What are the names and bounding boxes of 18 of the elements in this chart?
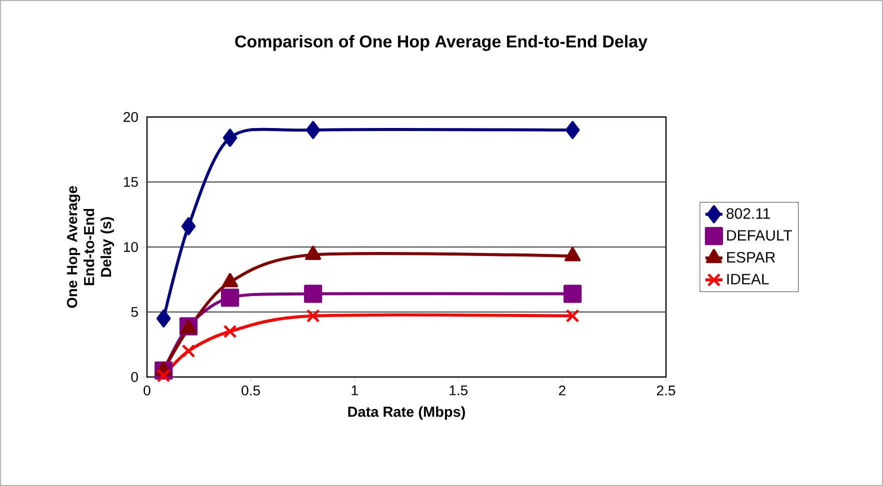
y-axis-title: One Hop Average End-to-End Delay (s) — [66, 186, 114, 308]
y-tick-label: 5 — [131, 307, 138, 317]
chart-title: Comparison of One Hop Average End-to-End Delay — [235, 35, 648, 51]
legend-label: ESPAR — [727, 252, 775, 263]
y-tick-label: 0 — [131, 372, 138, 382]
x-tick-label: 1.5 — [450, 386, 468, 396]
legend-label: DEFAULT — [727, 230, 792, 241]
y-tick-label: 20 — [124, 112, 138, 122]
x-tick-label: 2 — [559, 386, 566, 396]
y-tick-label: 10 — [124, 242, 138, 252]
x-axis-title: Data Rate (Mbps) — [348, 406, 465, 420]
legend-label: 802.11 — [726, 208, 770, 219]
x-tick-label: 1 — [352, 386, 358, 396]
x-tick-label: 0.5 — [242, 386, 260, 396]
legend-label: IDEAL — [727, 274, 769, 284]
x-tick-label: 0 — [144, 386, 150, 396]
x-tick-label: 2.5 — [656, 386, 676, 396]
y-tick-label: 15 — [124, 177, 138, 187]
